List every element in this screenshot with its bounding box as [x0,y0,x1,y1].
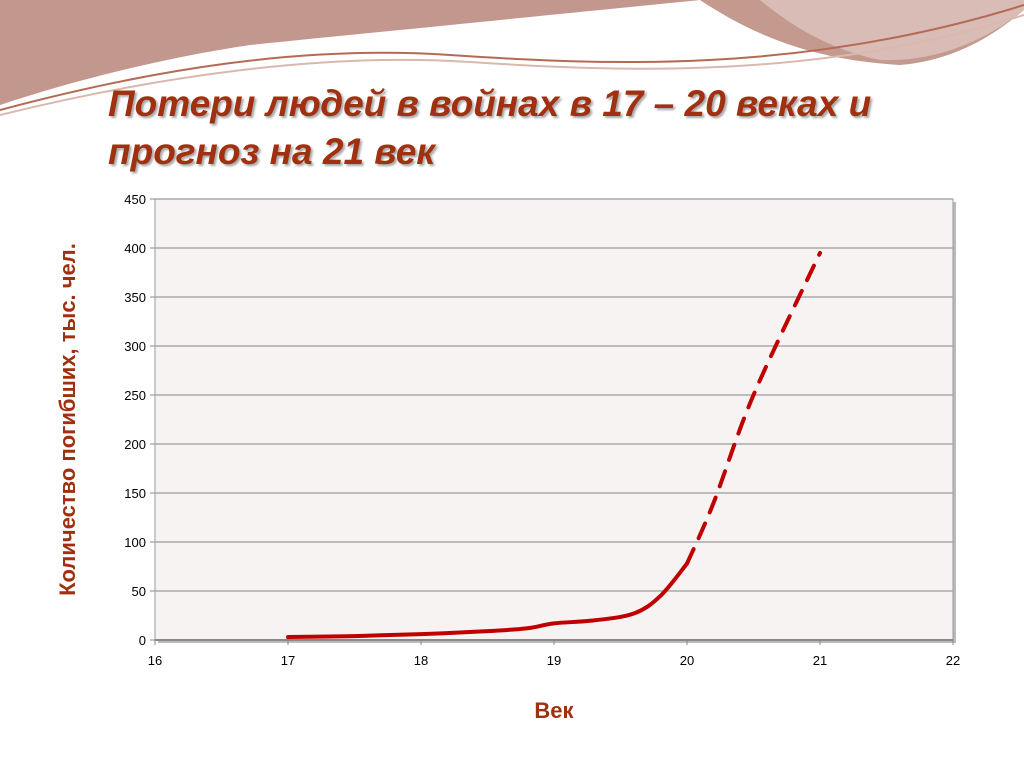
x-axis-label: Век [534,698,574,723]
x-tick-label: 22 [946,653,960,668]
y-tick-label: 250 [124,388,146,403]
y-tick-label: 450 [124,192,146,207]
y-tick-label: 400 [124,241,146,256]
y-axis-label: Количество погибших, тыс. чел. [55,243,80,596]
y-tick-label: 100 [124,535,146,550]
title-line-2: прогноз на 21 век [108,131,436,172]
slide-title: Потери людей в войнах в 17 – 20 веках и … [108,80,988,176]
y-tick-label: 150 [124,486,146,501]
y-tick-label: 300 [124,339,146,354]
y-tick-label: 200 [124,437,146,452]
x-tick-label: 20 [680,653,694,668]
series-line-solid [286,561,689,640]
x-tick-label: 19 [547,653,561,668]
x-tick-label: 18 [414,653,428,668]
y-tick-label: 0 [139,633,146,648]
y-tick-label: 50 [132,584,146,599]
x-tick-label: 16 [148,653,162,668]
series-line-dashed [685,250,822,566]
y-tick-label: 350 [124,290,146,305]
x-tick-label: 21 [813,653,827,668]
x-tick-label: 17 [281,653,295,668]
plot-area [154,198,954,641]
title-line-1: Потери людей в войнах в 17 – 20 веках и [108,83,872,124]
